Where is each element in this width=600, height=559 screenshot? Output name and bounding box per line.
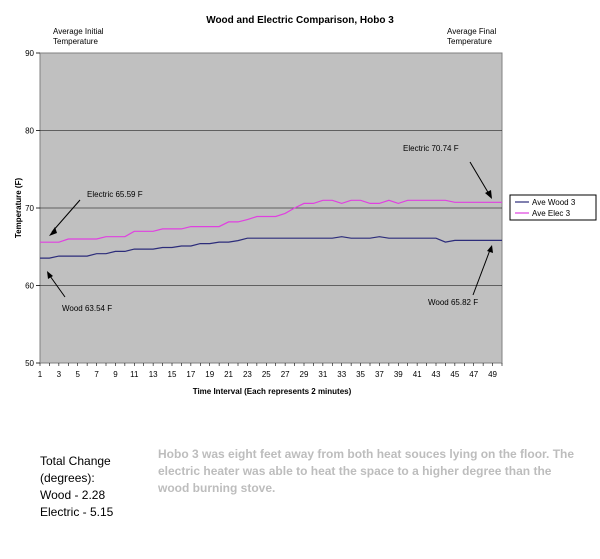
- legend-label-wood: Ave Wood 3: [532, 198, 576, 207]
- x-tick-label-5: 5: [75, 370, 80, 379]
- x-tick-label-41: 41: [413, 370, 422, 379]
- x-tick-label-3: 3: [57, 370, 62, 379]
- arrowhead-electric-initial: [49, 227, 57, 236]
- chart-title: Wood and Electric Comparison, Hobo 3: [206, 15, 394, 26]
- y-tick-label-90: 90: [25, 49, 34, 58]
- x-tick-label-45: 45: [450, 370, 459, 379]
- arrowhead-wood-final: [487, 245, 493, 253]
- x-tick-label-43: 43: [432, 370, 441, 379]
- x-tick-label-25: 25: [262, 370, 271, 379]
- x-axis-label: Time Interval (Each represents 2 minutes…: [193, 387, 352, 396]
- x-tick-label-1: 1: [38, 370, 43, 379]
- x-tick-label-11: 11: [130, 370, 139, 379]
- x-tick-label-31: 31: [318, 370, 327, 379]
- y-tick-label-60: 60: [25, 282, 34, 291]
- series-line-elec: [40, 199, 502, 243]
- x-tick-label-39: 39: [394, 370, 403, 379]
- x-tick-label-19: 19: [205, 370, 214, 379]
- x-tick-label-9: 9: [113, 370, 118, 379]
- final-header-line1: Average Final: [447, 27, 496, 36]
- legend: Ave Wood 3 Ave Elec 3: [509, 194, 597, 221]
- legend-label-elec: Ave Elec 3: [532, 209, 571, 218]
- gridlines: [40, 130, 502, 286]
- summary-electric-change: Electric - 5.15: [40, 505, 114, 519]
- series-line-wood: [40, 236, 502, 259]
- initial-header-line1: Average Initial: [53, 27, 104, 36]
- final-header-line2: Temperature: [447, 37, 492, 46]
- total-change-summary: Total Change (degrees): Wood - 2.28 Elec…: [40, 453, 113, 521]
- x-tick-label-49: 49: [488, 370, 497, 379]
- y-axis-label: Temperature (F): [14, 178, 23, 239]
- arrow-wood-final: [472, 249, 491, 296]
- arrow-electric-initial: [51, 199, 81, 233]
- summary-wood-change: Wood - 2.28: [40, 488, 106, 502]
- x-tick-label-37: 37: [375, 370, 384, 379]
- summary-heading-line2: (degrees):: [40, 471, 95, 485]
- y-tick-label-80: 80: [25, 127, 34, 136]
- arrowhead-electric-final: [485, 190, 492, 199]
- x-tick-label-29: 29: [300, 370, 309, 379]
- series-lines: [40, 199, 502, 259]
- observation-note: Hobo 3 was eight feet away from both hea…: [158, 447, 575, 495]
- annotation-wood-initial: Wood 63.54 F: [62, 304, 112, 313]
- x-axis-ticks: 1 3 5 7 9 11 13 15 17 19 21 23 25 27 29 31 33 35 37 39 41 43 4…: [38, 363, 503, 379]
- x-tick-label-13: 13: [149, 370, 158, 379]
- x-tick-label-47: 47: [469, 370, 478, 379]
- x-tick-label-7: 7: [94, 370, 99, 379]
- x-tick-label-21: 21: [224, 370, 233, 379]
- y-tick-label-70: 70: [25, 204, 34, 213]
- x-tick-label-27: 27: [281, 370, 290, 379]
- arrow-electric-final: [469, 161, 490, 195]
- summary-heading-line1: Total Change: [40, 454, 111, 468]
- arrowhead-wood-initial: [47, 271, 53, 279]
- annotation-electric-final: Electric 70.74 F: [403, 144, 459, 153]
- x-tick-label-33: 33: [337, 370, 346, 379]
- legend-box: [509, 194, 597, 221]
- x-tick-label-35: 35: [356, 370, 365, 379]
- annotation-wood-final: Wood 65.82 F: [428, 298, 478, 307]
- initial-header-line2: Temperature: [53, 37, 98, 46]
- x-tick-label-23: 23: [243, 370, 252, 379]
- line-chart: Wood and Electric Comparison, Hobo 3 Ave…: [14, 15, 597, 396]
- y-tick-label-50: 50: [25, 359, 34, 368]
- x-tick-label-17: 17: [186, 370, 195, 379]
- annotation-electric-initial: Electric 65.59 F: [87, 190, 143, 199]
- arrow-wood-initial: [49, 275, 66, 298]
- y-axis-ticks: 50 60 70 80 90: [25, 49, 40, 368]
- x-tick-label-15: 15: [168, 370, 177, 379]
